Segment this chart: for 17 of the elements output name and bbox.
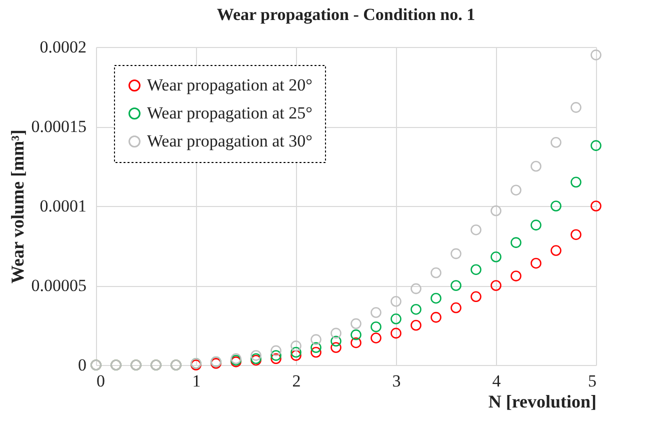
y-tick-label: 0.0001 (40, 196, 86, 216)
x-tick-label: 1 (192, 372, 201, 390)
legend-label: Wear propagation at 20° (147, 76, 312, 94)
legend-label: Wear propagation at 30° (147, 132, 312, 150)
y-tick-label: 0.00005 (31, 276, 86, 295)
y-axis-title: Wear volume [mm³] (7, 129, 28, 284)
y-tick-label: 0.0002 (40, 38, 86, 56)
x-tick-label: 2 (292, 372, 301, 390)
x-axis-title: N [revolution] (488, 392, 596, 412)
legend-label: Wear propagation at 25° (147, 104, 312, 122)
x-tick-label: 3 (392, 372, 401, 390)
y-tick-label: 0.00015 (31, 117, 86, 136)
x-tick-label: 4 (492, 372, 502, 390)
x-tick-label: 5 (588, 372, 596, 390)
x-tick-label: 0 (96, 372, 105, 390)
y-tick-label: 0 (78, 356, 86, 374)
chart-title: Wear propagation - Condition no. 1 (216, 5, 476, 24)
